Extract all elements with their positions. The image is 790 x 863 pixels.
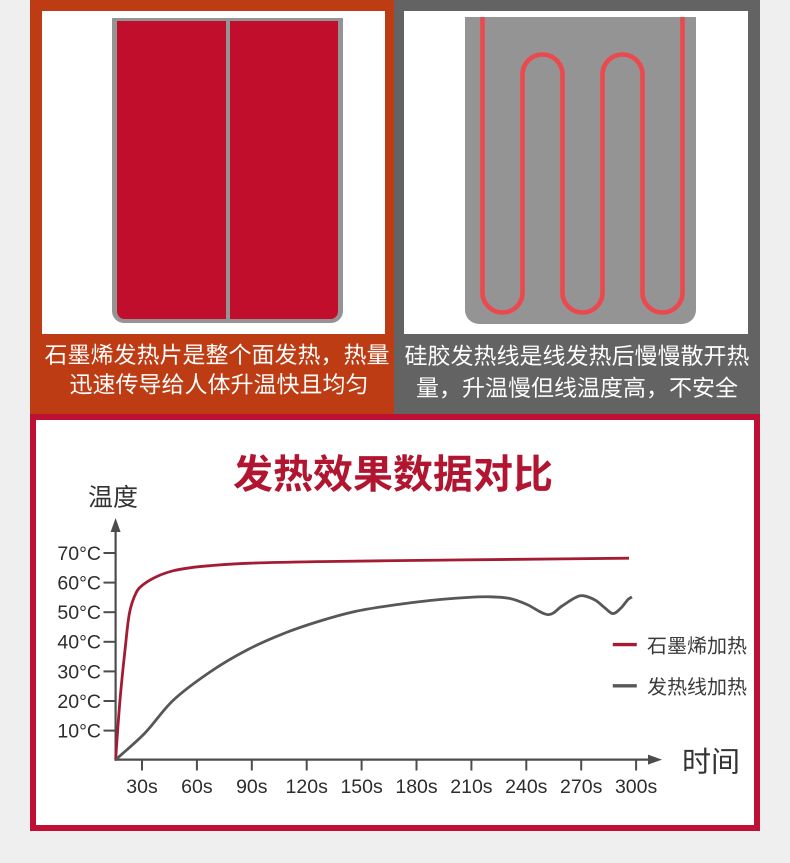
svg-text:30s: 30s <box>126 776 158 798</box>
svg-text:20°C: 20°C <box>57 691 101 713</box>
svg-text:50°C: 50°C <box>57 602 101 624</box>
svg-text:180s: 180s <box>395 776 438 798</box>
svg-text:40°C: 40°C <box>57 632 101 654</box>
svg-text:210s: 210s <box>450 776 493 798</box>
svg-text:60s: 60s <box>181 776 213 798</box>
svg-text:270s: 270s <box>560 776 603 798</box>
svg-text:70°C: 70°C <box>57 543 101 565</box>
svg-text:10°C: 10°C <box>57 721 101 743</box>
svg-text:60°C: 60°C <box>57 573 101 595</box>
svg-text:300s: 300s <box>615 776 658 798</box>
svg-text:150s: 150s <box>340 776 383 798</box>
svg-text:240s: 240s <box>505 776 548 798</box>
svg-text:90s: 90s <box>236 776 268 798</box>
svg-text:30°C: 30°C <box>57 661 101 683</box>
svg-text:120s: 120s <box>286 776 329 798</box>
